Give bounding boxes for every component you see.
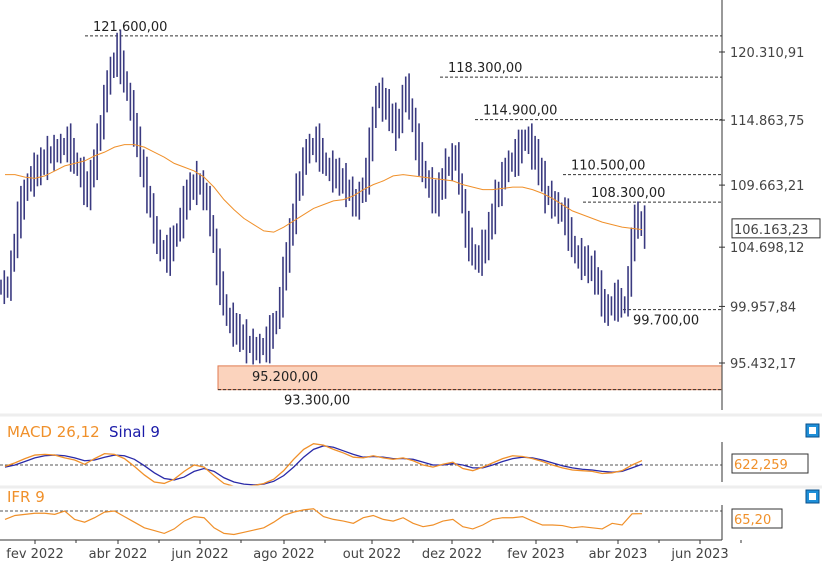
x-tick-label: jun 2022	[170, 547, 228, 562]
level-label: 110.500,00	[571, 159, 645, 174]
signal-line	[4, 445, 643, 486]
y-tick-label: 114.863,75	[730, 114, 804, 129]
y-tick-label: 120.310,91	[730, 46, 804, 61]
zone-top-label: 95.200,00	[252, 370, 318, 385]
signal-title: Sinal 9	[109, 423, 160, 441]
level-label: 121.600,00	[93, 20, 167, 35]
macd-title: MACD 26,12	[7, 423, 100, 441]
last-price-box	[731, 218, 821, 239]
ifr-title: IFR 9	[7, 488, 45, 506]
y-tick-label: 109.663,21	[730, 179, 804, 194]
x-tick-label: out 2022	[343, 547, 402, 562]
level-label: 99.700,00	[633, 314, 699, 329]
ifr-value-label: 65,20	[734, 513, 771, 528]
moving-average-line	[5, 144, 643, 233]
zone-bottom-label: 93.300,00	[284, 394, 350, 409]
level-label: 118.300,00	[448, 61, 522, 76]
last-price-label: 106.163,23	[734, 223, 808, 238]
x-tick-label: ago 2022	[253, 547, 314, 562]
y-tick-label: 104.698,12	[730, 241, 804, 256]
x-tick-label: dez 2022	[422, 547, 482, 562]
y-tick-label: 95.432,17	[730, 357, 796, 372]
ifr-line	[4, 508, 643, 536]
macd-line	[4, 443, 643, 488]
level-label: 108.300,00	[591, 186, 665, 201]
macd-value-box	[731, 453, 809, 474]
ifr-expand-button[interactable]	[805, 489, 820, 504]
y-tick-label: 99.957,84	[730, 300, 796, 315]
ifr-value-box	[731, 508, 783, 529]
x-tick-label: fev 2022	[6, 547, 63, 562]
x-tick-label: abr 2022	[89, 547, 148, 562]
x-tick-label: jun 2023	[670, 547, 728, 562]
x-tick-label: abr 2023	[589, 547, 648, 562]
macd-expand-button[interactable]	[805, 423, 820, 438]
level-label: 114.900,00	[483, 104, 557, 119]
macd-value-label: 622,259	[734, 458, 788, 473]
x-tick-label: fev 2023	[507, 547, 564, 562]
